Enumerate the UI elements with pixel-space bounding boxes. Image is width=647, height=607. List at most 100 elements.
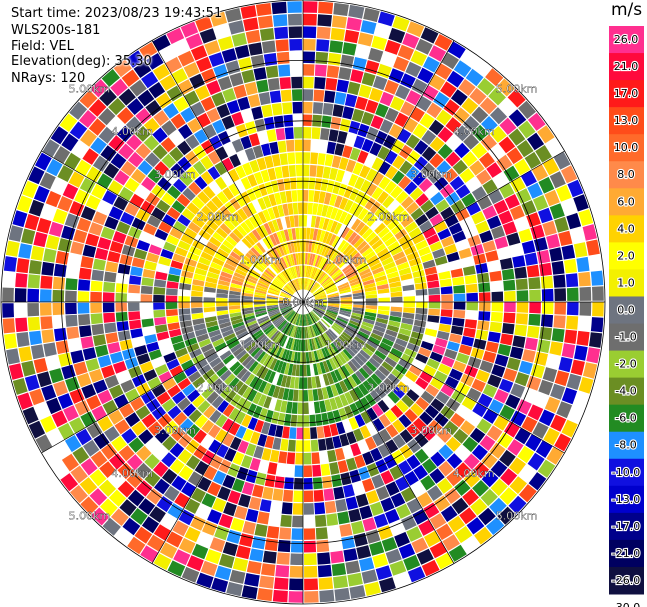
velocity-gate (340, 305, 352, 310)
velocity-gate (284, 413, 292, 426)
velocity-gate (399, 429, 414, 444)
velocity-gate (29, 330, 42, 346)
velocity-gate (61, 225, 76, 241)
velocity-gate (326, 65, 340, 79)
velocity-gate (435, 552, 454, 570)
velocity-gate (265, 409, 274, 423)
velocity-gate (266, 306, 279, 310)
velocity-gate (230, 315, 243, 322)
velocity-gate (234, 411, 246, 425)
velocity-gate (332, 409, 342, 423)
velocity-gate (342, 419, 353, 433)
velocity-gate (318, 438, 327, 451)
velocity-gate (315, 51, 329, 65)
velocity-gate (126, 134, 143, 151)
velocity-gate (413, 464, 428, 480)
velocity-gate (163, 241, 177, 253)
velocity-gate (377, 399, 390, 413)
velocity-gate (486, 425, 503, 441)
velocity-gate (97, 416, 113, 432)
velocity-gate (196, 572, 214, 589)
velocity-gate (259, 239, 269, 252)
velocity-gate (173, 96, 189, 112)
velocity-gate (248, 325, 260, 333)
velocity-gate (372, 432, 385, 447)
velocity-gate (201, 419, 215, 434)
velocity-gate (285, 375, 292, 388)
velocity-gate (470, 498, 488, 516)
velocity-gate (422, 259, 436, 269)
velocity-gate (459, 168, 475, 183)
velocity-gate (410, 403, 424, 417)
velocity-gate (452, 317, 465, 327)
velocity-gate (406, 389, 420, 402)
velocity-gate (147, 534, 165, 552)
velocity-gate (311, 338, 316, 350)
velocity-gate (391, 223, 404, 236)
velocity-gate (436, 330, 450, 341)
velocity-gate (274, 577, 289, 590)
velocity-gate (293, 339, 298, 351)
velocity-gate (347, 215, 357, 228)
velocity-gate (330, 384, 339, 397)
velocity-gate (371, 157, 384, 171)
velocity-gate (272, 247, 280, 259)
velocity-gate (249, 376, 259, 389)
velocity-gate (226, 127, 240, 142)
velocity-gate (90, 291, 102, 302)
velocity-gate (211, 195, 224, 209)
velocity-gate (480, 134, 497, 151)
velocity-gate (177, 50, 195, 67)
velocity-gate (182, 264, 196, 273)
velocity-gate (342, 244, 353, 256)
velocity-gate (254, 308, 267, 313)
velocity-gate (61, 364, 76, 380)
velocity-gate (154, 478, 170, 495)
velocity-gate (306, 253, 311, 265)
velocity-gate (341, 365, 351, 378)
velocity-gate (399, 160, 413, 175)
velocity-gate (118, 143, 135, 160)
velocity-gate (368, 47, 384, 63)
velocity-gate (535, 440, 553, 458)
velocity-gate (115, 283, 128, 293)
velocity-gate (280, 400, 288, 413)
velocity-gate (172, 391, 186, 405)
velocity-gate (428, 74, 446, 91)
velocity-gate (436, 109, 452, 126)
velocity-gate (386, 271, 399, 279)
velocity-gate (498, 210, 513, 225)
velocity-gate (204, 311, 216, 318)
velocity-gate (318, 349, 326, 361)
velocity-gate (232, 321, 245, 329)
velocity-gate (314, 306, 326, 312)
velocity-gate (357, 264, 370, 274)
velocity-gate (458, 247, 472, 259)
velocity-gate (146, 252, 160, 263)
velocity-gate (195, 234, 208, 246)
velocity-gate (271, 154, 281, 167)
velocity-gate (539, 262, 552, 277)
velocity-gate (285, 190, 293, 203)
velocity-gate (433, 176, 449, 191)
velocity-gate (267, 290, 279, 296)
velocity-gate (237, 96, 251, 111)
velocity-gate (155, 92, 172, 109)
velocity-gate (398, 234, 411, 245)
velocity-gate (361, 111, 374, 126)
velocity-gate (333, 273, 345, 282)
velocity-gate (361, 247, 374, 258)
velocity-gate (464, 274, 477, 285)
velocity-gate (528, 313, 541, 326)
velocity-gate (237, 383, 249, 396)
velocity-gate (400, 215, 414, 228)
velocity-gate (400, 73, 416, 89)
velocity-gate (514, 427, 531, 445)
velocity-gate (481, 452, 498, 469)
velocity-gate (516, 290, 529, 302)
velocity-gate (179, 418, 194, 432)
velocity-gate (512, 335, 526, 348)
velocity-gate (365, 231, 377, 243)
velocity-gate (381, 231, 394, 243)
velocity-gate (322, 360, 330, 373)
